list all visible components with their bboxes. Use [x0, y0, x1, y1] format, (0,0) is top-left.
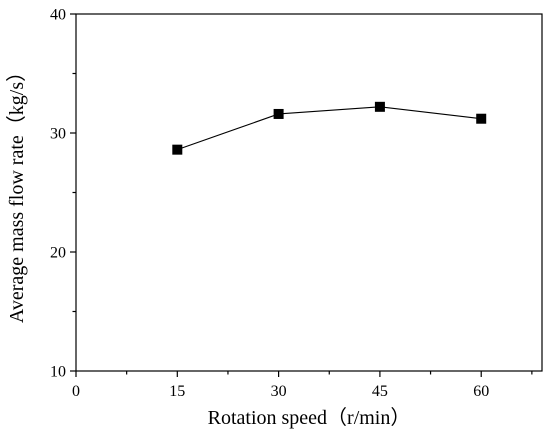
data-point [476, 113, 487, 124]
tick-labels: 0 15 30 45 60 10 20 30 40 [50, 7, 489, 401]
x-tick-label: 30 [271, 383, 287, 400]
data-point [273, 108, 284, 119]
x-axis-title: Rotation speed（r/min） [208, 406, 411, 429]
series-group [172, 101, 487, 155]
series-line [177, 106, 482, 151]
x-tick-label: 45 [372, 383, 388, 400]
y-tick-label: 40 [50, 7, 66, 24]
data-point [374, 101, 385, 112]
axis-ticks [70, 13, 533, 377]
y-axis-title: Average mass flow rate（kg/s） [5, 62, 28, 323]
x-tick-label: 0 [72, 383, 80, 400]
data-point [172, 144, 183, 155]
y-tick-label: 30 [50, 126, 66, 143]
x-tick-label: 60 [473, 383, 489, 400]
y-tick-label: 20 [50, 245, 66, 262]
y-tick-label: 10 [50, 364, 66, 381]
x-tick-label: 15 [169, 383, 185, 400]
plot-frame [75, 13, 543, 372]
